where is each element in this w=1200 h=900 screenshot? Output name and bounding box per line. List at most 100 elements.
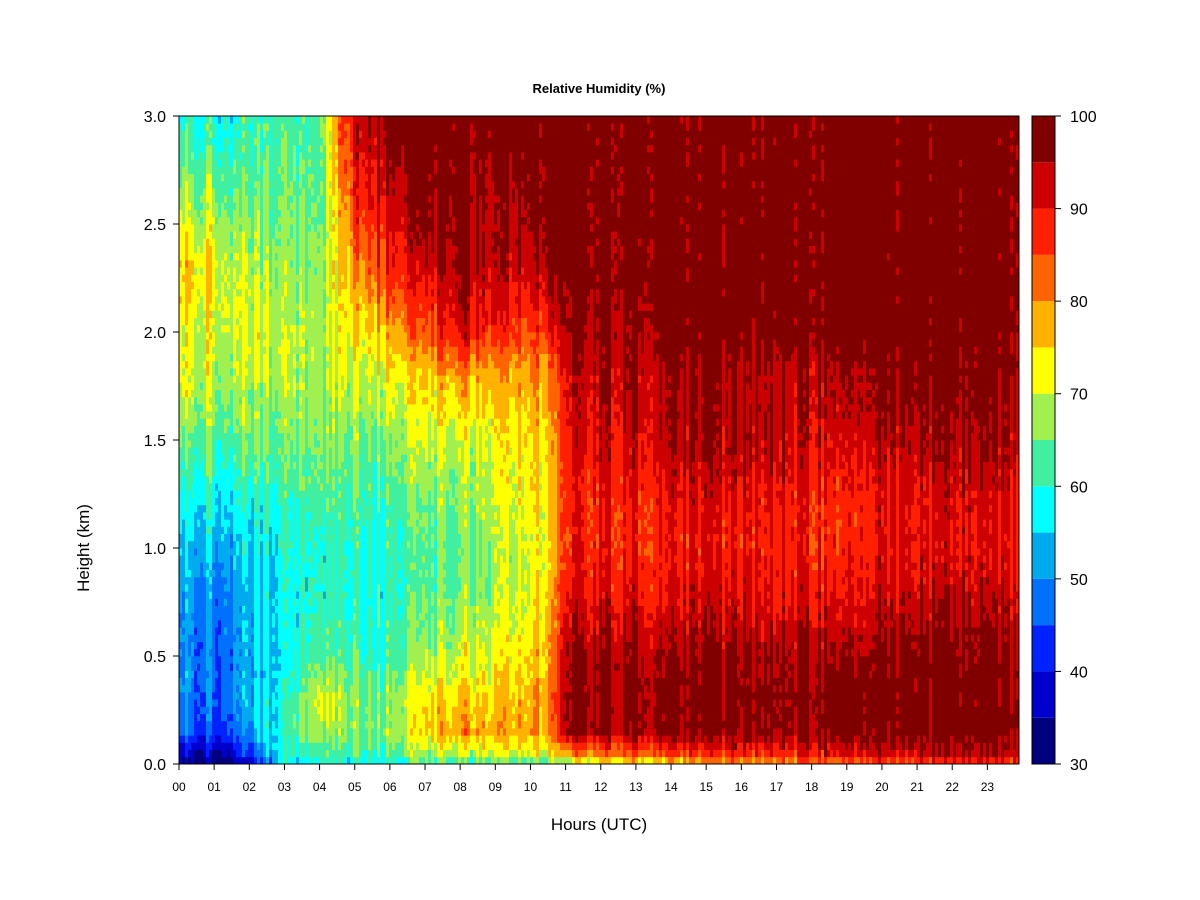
heatmap-cell <box>188 288 192 297</box>
heatmap-cell <box>182 317 186 326</box>
heatmap-cell <box>227 555 231 563</box>
heatmap-cell <box>320 526 324 534</box>
heatmap-cell <box>320 432 324 441</box>
heatmap-cell <box>302 159 306 167</box>
heatmap-cell <box>293 461 297 470</box>
heatmap-cell <box>299 310 303 318</box>
heatmap-cell <box>314 483 318 491</box>
heatmap-cell <box>314 281 318 290</box>
heatmap-cell <box>182 288 186 297</box>
heatmap-cell <box>251 152 255 160</box>
heatmap-cell <box>242 670 246 678</box>
heatmap-cell <box>200 368 204 376</box>
heatmap-cell <box>296 260 300 268</box>
heatmap-cell <box>293 555 297 563</box>
heatmap-cell <box>230 483 234 491</box>
heatmap-cell <box>287 598 291 606</box>
heatmap-cell <box>206 238 210 246</box>
heatmap-cell <box>218 353 222 362</box>
heatmap-cell <box>272 591 276 599</box>
heatmap-cell <box>275 749 279 758</box>
heatmap-cell <box>260 332 264 340</box>
heatmap-cell <box>230 288 234 297</box>
heatmap-cell <box>182 389 186 398</box>
heatmap-cell <box>209 641 213 650</box>
heatmap-cell <box>341 677 345 686</box>
heatmap-cell <box>263 224 267 232</box>
heatmap-cell <box>206 684 210 693</box>
heatmap-cell <box>329 180 333 189</box>
heatmap-cell <box>341 670 345 678</box>
heatmap-cell <box>230 396 234 405</box>
heatmap-cell <box>209 188 213 196</box>
heatmap-cell <box>311 533 315 542</box>
heatmap-cell <box>251 382 255 390</box>
heatmap-cell <box>329 216 333 225</box>
heatmap-cell <box>233 238 237 246</box>
heatmap-cell <box>218 713 222 722</box>
heatmap-cell <box>185 576 189 585</box>
heatmap-cell <box>281 670 285 678</box>
heatmap-cell <box>293 245 297 254</box>
heatmap-cell <box>314 576 318 585</box>
heatmap-cell <box>233 202 237 210</box>
heatmap-cell <box>233 317 237 326</box>
heatmap-cell <box>311 756 315 765</box>
heatmap-cell <box>317 663 321 671</box>
heatmap-cell <box>200 540 204 549</box>
heatmap-cell <box>338 648 342 657</box>
heatmap-cell <box>239 648 243 657</box>
heatmap-cell <box>338 353 342 362</box>
heatmap-cell <box>335 152 339 160</box>
heatmap-cell <box>233 692 237 700</box>
heatmap-cell <box>200 512 204 520</box>
heatmap-cell <box>266 584 270 592</box>
heatmap-cell <box>224 548 228 556</box>
heatmap-cell <box>296 641 300 650</box>
heatmap-cell <box>320 130 324 138</box>
heatmap-cell <box>224 483 228 491</box>
heatmap-cell <box>224 224 228 232</box>
heatmap-cell <box>254 310 258 318</box>
heatmap-cell <box>200 137 204 146</box>
heatmap-cell <box>191 130 195 138</box>
heatmap-cell <box>254 432 258 441</box>
heatmap-cell <box>251 735 255 743</box>
heatmap-cell <box>224 526 228 534</box>
heatmap-cell <box>206 152 210 160</box>
heatmap-cell <box>239 353 243 362</box>
heatmap-cell <box>299 490 303 498</box>
heatmap-cell <box>317 418 321 426</box>
heatmap-cell <box>239 756 243 765</box>
heatmap-cell <box>314 360 318 369</box>
heatmap-cell <box>290 555 294 563</box>
heatmap-cell <box>227 548 231 556</box>
heatmap-cell <box>296 468 300 477</box>
heatmap-cell <box>269 548 273 556</box>
heatmap-cell <box>179 461 183 470</box>
heatmap-cell <box>308 231 312 239</box>
heatmap-cell <box>269 346 273 354</box>
heatmap-cell <box>194 260 198 268</box>
heatmap-cell <box>341 548 345 556</box>
heatmap-cell <box>269 432 273 441</box>
heatmap-cell <box>335 159 339 167</box>
heatmap-cell <box>212 447 216 455</box>
heatmap-cell <box>269 188 273 196</box>
heatmap-cell <box>182 144 186 153</box>
heatmap-cell <box>215 756 219 765</box>
heatmap-cell <box>311 216 315 225</box>
heatmap-cell <box>275 267 279 275</box>
heatmap-cell <box>188 375 192 383</box>
heatmap-cell <box>329 404 333 412</box>
heatmap-cell <box>272 432 276 441</box>
heatmap-cell <box>269 245 273 254</box>
heatmap-cell <box>311 360 315 369</box>
heatmap-cell <box>329 382 333 390</box>
heatmap-cell <box>212 713 216 722</box>
heatmap-cell <box>248 432 252 441</box>
heatmap-cell <box>293 497 297 506</box>
heatmap-cell <box>200 159 204 167</box>
heatmap-cell <box>206 209 210 218</box>
heatmap-cell <box>221 461 225 470</box>
